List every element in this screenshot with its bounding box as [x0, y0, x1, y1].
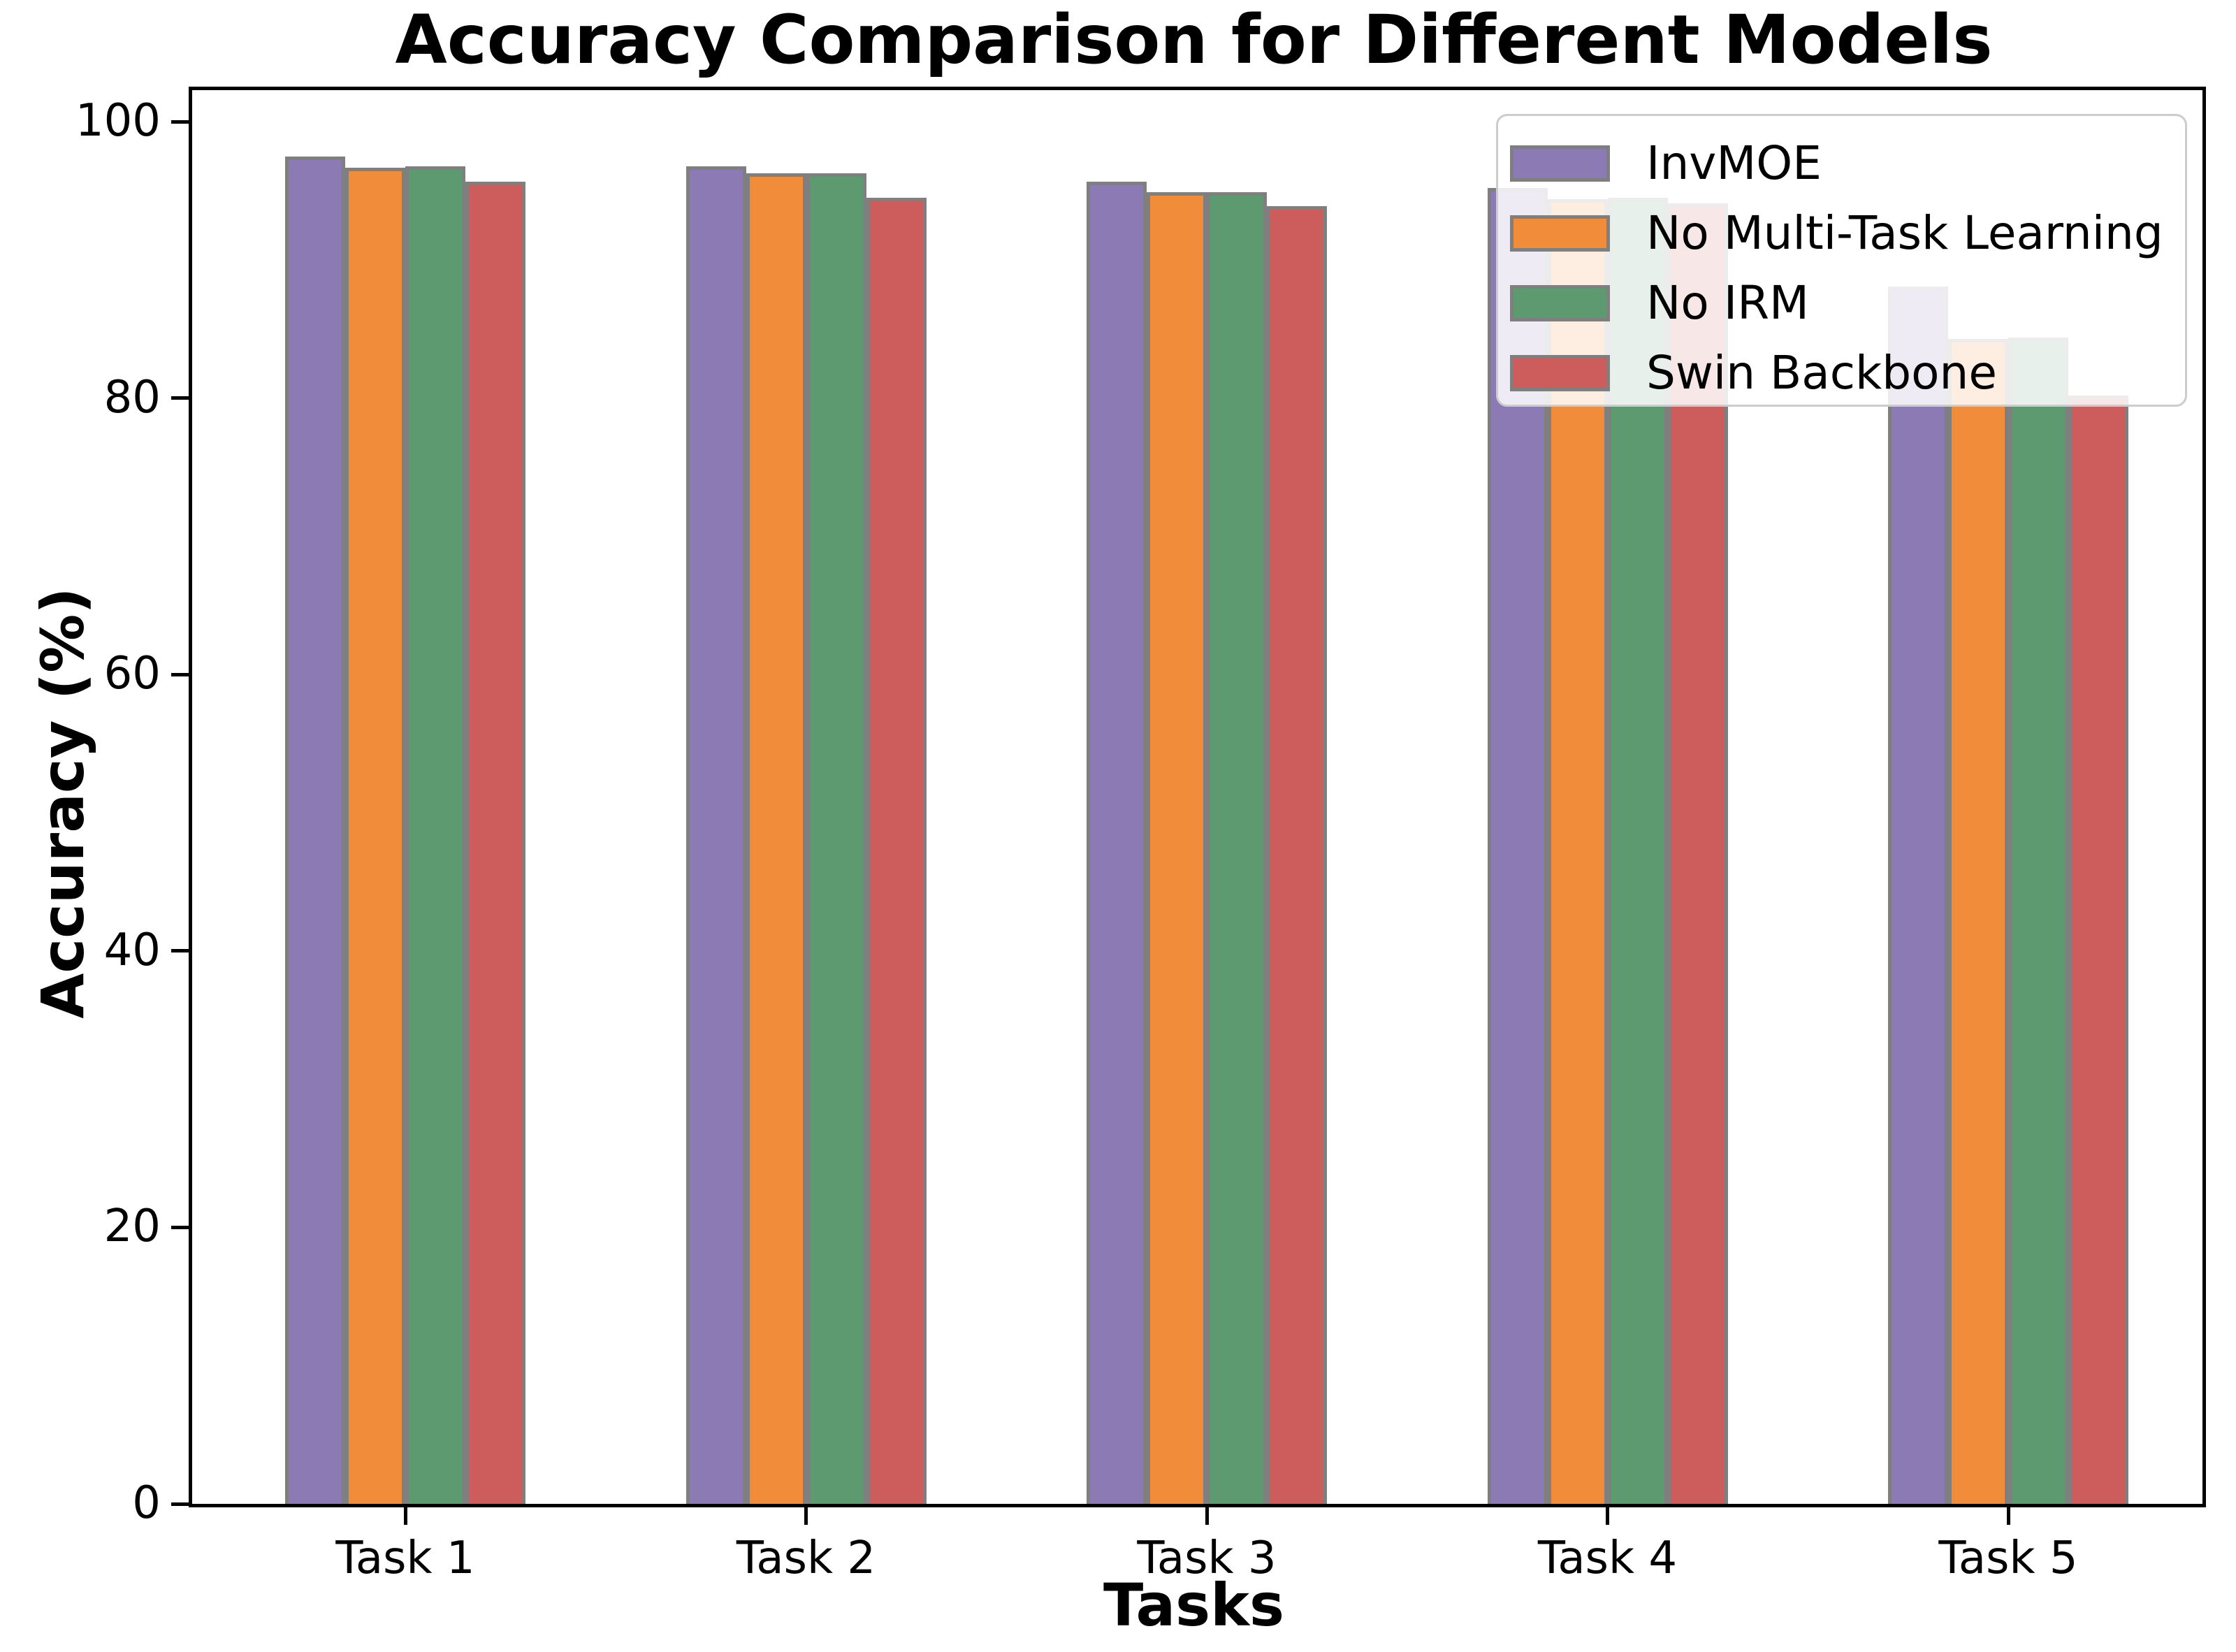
- y-tick-label-40: 40: [103, 924, 161, 976]
- y-axis-label: Accuracy (%): [29, 587, 97, 1019]
- bar-task-1-swin-backbone: [465, 181, 525, 1504]
- bar-task-4-no-irm: [1607, 198, 1668, 1504]
- x-tick-mark-task-2: [804, 1507, 808, 1525]
- bar-task-3-swin-backbone: [1267, 206, 1327, 1504]
- x-tick-label-task-5: Task 5: [1938, 1533, 2078, 1584]
- x-tick-label-task-1: Task 1: [335, 1533, 475, 1584]
- bar-task-2-swin-backbone: [866, 198, 927, 1504]
- bar-task-1-no-multi-task-learning: [345, 167, 405, 1504]
- legend: InvMOE No Multi-Task Learning No IRM Swin B…: [1496, 114, 2187, 407]
- y-tick-mark-0: [171, 1502, 189, 1506]
- y-tick-mark-40: [171, 949, 189, 953]
- x-axis-label: Tasks: [1103, 1571, 1284, 1639]
- y-tick-label-60: 60: [103, 648, 161, 700]
- bar-task-1-invmoe: [285, 156, 345, 1504]
- bar-task-1-no-irm: [405, 166, 465, 1504]
- x-tick-mark-task-4: [1606, 1507, 1609, 1525]
- plot-area: InvMOE No Multi-Task Learning No IRM Swin B…: [189, 87, 2206, 1507]
- legend-label-swin-backbone: Swin Backbone: [1646, 346, 1997, 400]
- legend-item-swin-backbone: Swin Backbone: [1510, 338, 1997, 408]
- bar-task-5-invmoe: [1888, 286, 1948, 1504]
- y-tick-mark-60: [171, 672, 189, 676]
- x-tick-label-task-3: Task 3: [1137, 1533, 1277, 1584]
- x-tick-label-task-4: Task 4: [1537, 1533, 1678, 1584]
- bar-task-3-no-multi-task-learning: [1147, 192, 1207, 1504]
- bar-task-4-swin-backbone: [1667, 203, 1728, 1504]
- legend-label-no-multi-task-learning: No Multi-Task Learning: [1646, 206, 2163, 260]
- x-tick-label-task-2: Task 2: [736, 1533, 876, 1584]
- legend-label-invmoe: InvMOE: [1646, 136, 1822, 190]
- bar-task-3-no-irm: [1207, 192, 1267, 1504]
- y-tick-label-20: 20: [103, 1201, 161, 1253]
- legend-item-invmoe: InvMOE: [1510, 129, 1822, 198]
- y-tick-mark-80: [171, 396, 189, 400]
- bar-task-5-no-multi-task-learning: [1948, 338, 2008, 1504]
- legend-swatch-invmoe: [1510, 145, 1610, 182]
- bar-task-5-swin-backbone: [2068, 396, 2128, 1504]
- bar-task-5-no-irm: [2008, 337, 2068, 1504]
- legend-swatch-no-irm: [1510, 285, 1610, 321]
- legend-label-no-irm: No IRM: [1646, 276, 1809, 330]
- y-tick-label-80: 80: [103, 371, 161, 423]
- x-tick-mark-task-3: [1205, 1507, 1209, 1525]
- bar-task-2-no-multi-task-learning: [746, 173, 806, 1504]
- x-tick-mark-task-1: [403, 1507, 407, 1525]
- x-tick-mark-task-5: [2006, 1507, 2010, 1525]
- chart-title: Accuracy Comparison for Different Models: [395, 1, 1993, 79]
- legend-swatch-swin-backbone: [1510, 355, 1610, 391]
- bar-task-3-invmoe: [1087, 181, 1147, 1504]
- legend-item-no-irm: No IRM: [1510, 268, 1809, 338]
- bar-task-4-invmoe: [1487, 188, 1548, 1504]
- bar-task-2-no-irm: [806, 173, 866, 1504]
- bar-task-2-invmoe: [685, 166, 746, 1504]
- y-tick-label-100: 100: [75, 95, 161, 147]
- y-tick-mark-20: [171, 1225, 189, 1229]
- y-tick-label-0: 0: [132, 1477, 161, 1529]
- bar-task-4-no-multi-task-learning: [1547, 199, 1608, 1504]
- legend-swatch-no-multi-task-learning: [1510, 215, 1610, 252]
- legend-item-no-multi-task-learning: No Multi-Task Learning: [1510, 198, 2163, 268]
- y-tick-mark-100: [171, 119, 189, 124]
